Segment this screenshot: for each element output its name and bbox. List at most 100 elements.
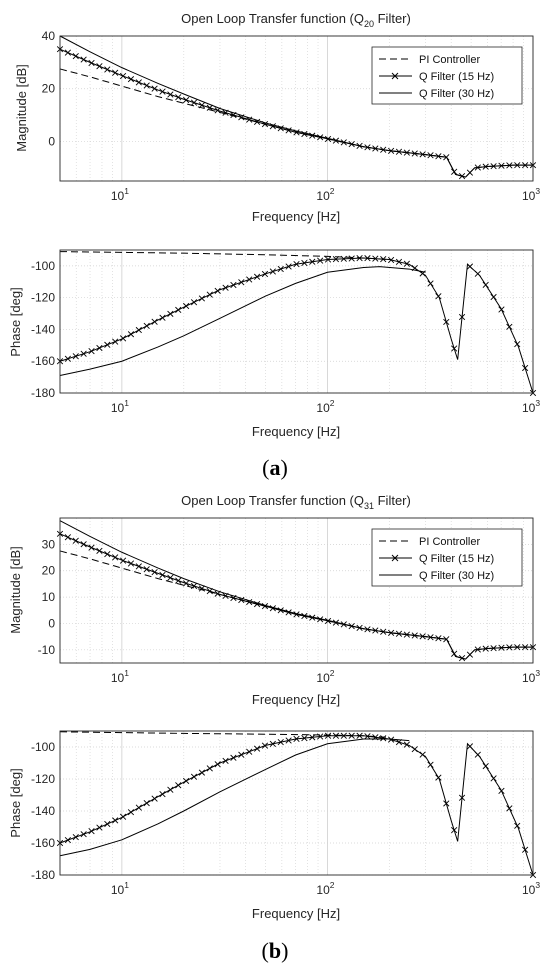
data-point-marker bbox=[127, 560, 135, 567]
data-point-marker bbox=[119, 72, 127, 80]
x-axis-label: Frequency [Hz] bbox=[252, 424, 340, 439]
data-point-marker bbox=[443, 800, 450, 807]
data-point-marker bbox=[246, 748, 253, 755]
data-point-marker bbox=[143, 322, 150, 330]
data-point-marker bbox=[285, 609, 292, 616]
data-point-marker bbox=[151, 568, 158, 576]
series-line-q-filter-30-hz bbox=[59, 35, 533, 178]
x-tick-label: 101 bbox=[111, 880, 129, 897]
panel-b-letter: b bbox=[269, 938, 281, 963]
data-point-marker bbox=[96, 547, 103, 555]
data-point-marker bbox=[167, 786, 174, 793]
panel-a-title-sub: 20 bbox=[364, 19, 374, 29]
data-point-marker bbox=[72, 353, 79, 360]
data-point-marker bbox=[88, 828, 95, 835]
data-point-marker bbox=[364, 733, 371, 740]
axes-box bbox=[59, 730, 534, 876]
data-point-marker bbox=[127, 809, 135, 816]
y-tick-label: 40 bbox=[42, 29, 56, 43]
data-point-marker bbox=[80, 541, 87, 548]
data-point-marker bbox=[261, 742, 269, 749]
data-point-marker bbox=[364, 255, 371, 262]
data-point-marker bbox=[159, 571, 166, 579]
data-point-marker bbox=[112, 817, 119, 824]
chart-magnitude-a: 0 20 40 101 102 103 Frequency [Hz] Magnitude … bbox=[14, 29, 540, 224]
data-point-marker bbox=[348, 732, 355, 739]
data-point-marker bbox=[411, 746, 418, 753]
x-tick-label: 101 bbox=[111, 186, 129, 203]
data-point-marker bbox=[451, 345, 458, 352]
data-point-marker bbox=[112, 338, 119, 345]
y-tick-label: -10 bbox=[38, 643, 56, 657]
y-axis-label: Phase [deg] bbox=[8, 287, 23, 356]
y-tick-label: -120 bbox=[31, 772, 55, 786]
data-point-marker bbox=[151, 85, 158, 92]
data-point-marker bbox=[490, 293, 497, 301]
data-point-marker bbox=[514, 341, 521, 348]
data-point-marker bbox=[230, 281, 237, 289]
data-point-marker bbox=[135, 563, 142, 570]
panel-b-title: Open Loop Transfer function (Q31 Filter) bbox=[181, 493, 411, 511]
data-point-marker bbox=[175, 306, 182, 314]
data-point-marker bbox=[143, 82, 150, 89]
data-point-marker bbox=[64, 534, 72, 541]
panel-a-label: (a) bbox=[262, 455, 288, 480]
data-point-marker bbox=[482, 281, 489, 288]
data-point-marker bbox=[96, 344, 103, 352]
data-point-marker bbox=[96, 63, 103, 70]
data-point-marker bbox=[482, 762, 489, 770]
data-point-marker bbox=[324, 732, 332, 739]
data-point-marker bbox=[521, 364, 529, 372]
legend-label-pi: PI Controller bbox=[419, 536, 480, 548]
data-point-marker bbox=[214, 287, 221, 294]
y-tick-label: -100 bbox=[31, 740, 55, 754]
data-point-marker bbox=[451, 827, 458, 834]
data-point-marker bbox=[474, 270, 481, 277]
data-point-marker bbox=[175, 782, 182, 789]
data-point-marker bbox=[64, 836, 72, 844]
y-tick-label: -160 bbox=[31, 836, 55, 850]
data-point-marker bbox=[151, 318, 158, 325]
y-tick-label: -140 bbox=[31, 804, 55, 818]
y-tick-label: 0 bbox=[48, 616, 55, 630]
y-tick-label: -160 bbox=[31, 354, 55, 368]
y-tick-label: -100 bbox=[31, 259, 55, 273]
y-tick-label: -140 bbox=[31, 322, 55, 336]
data-point-marker bbox=[143, 566, 150, 573]
data-point-marker bbox=[403, 260, 410, 267]
plot-frame bbox=[60, 250, 533, 393]
data-point-marker bbox=[214, 761, 221, 768]
panel-a-letter: a bbox=[270, 455, 281, 480]
chart-phase-a: -180 -160 -140 -120 -100 101 102 103 Frequency … bbox=[8, 249, 540, 439]
data-point-marker bbox=[277, 607, 284, 614]
legend: PI Controller Q Filter (15 Hz) Q Filter … bbox=[371, 528, 523, 587]
y-axis-label: Magnitude [dB] bbox=[8, 546, 23, 633]
data-point-marker bbox=[183, 580, 190, 587]
data-point-marker bbox=[127, 331, 135, 338]
data-point-marker bbox=[293, 735, 300, 743]
y-tick-label: -180 bbox=[31, 868, 55, 882]
data-point-marker bbox=[104, 551, 111, 558]
data-point-marker bbox=[521, 846, 529, 853]
data-point-marker bbox=[104, 341, 111, 348]
data-point-marker bbox=[183, 777, 190, 785]
data-point-marker bbox=[435, 293, 442, 300]
data-point-marker bbox=[80, 350, 87, 357]
data-point-marker bbox=[309, 734, 316, 741]
y-tick-label: 20 bbox=[42, 564, 56, 578]
x-tick-label: 102 bbox=[316, 880, 334, 897]
data-point-marker bbox=[498, 787, 505, 795]
data-point-marker bbox=[466, 743, 474, 750]
data-point-marker bbox=[253, 745, 261, 752]
data-point-marker bbox=[135, 804, 142, 811]
data-point-marker bbox=[309, 132, 316, 139]
data-point-marker bbox=[269, 740, 276, 747]
series-line-q-filter-30-hz bbox=[59, 738, 410, 857]
data-point-marker bbox=[301, 259, 308, 267]
data-point-marker bbox=[309, 614, 316, 621]
data-point-marker bbox=[332, 256, 340, 263]
legend: PI Controller Q Filter (15 Hz) Q Filter … bbox=[371, 46, 523, 105]
data-point-marker bbox=[112, 69, 119, 76]
data-point-marker bbox=[317, 134, 324, 141]
